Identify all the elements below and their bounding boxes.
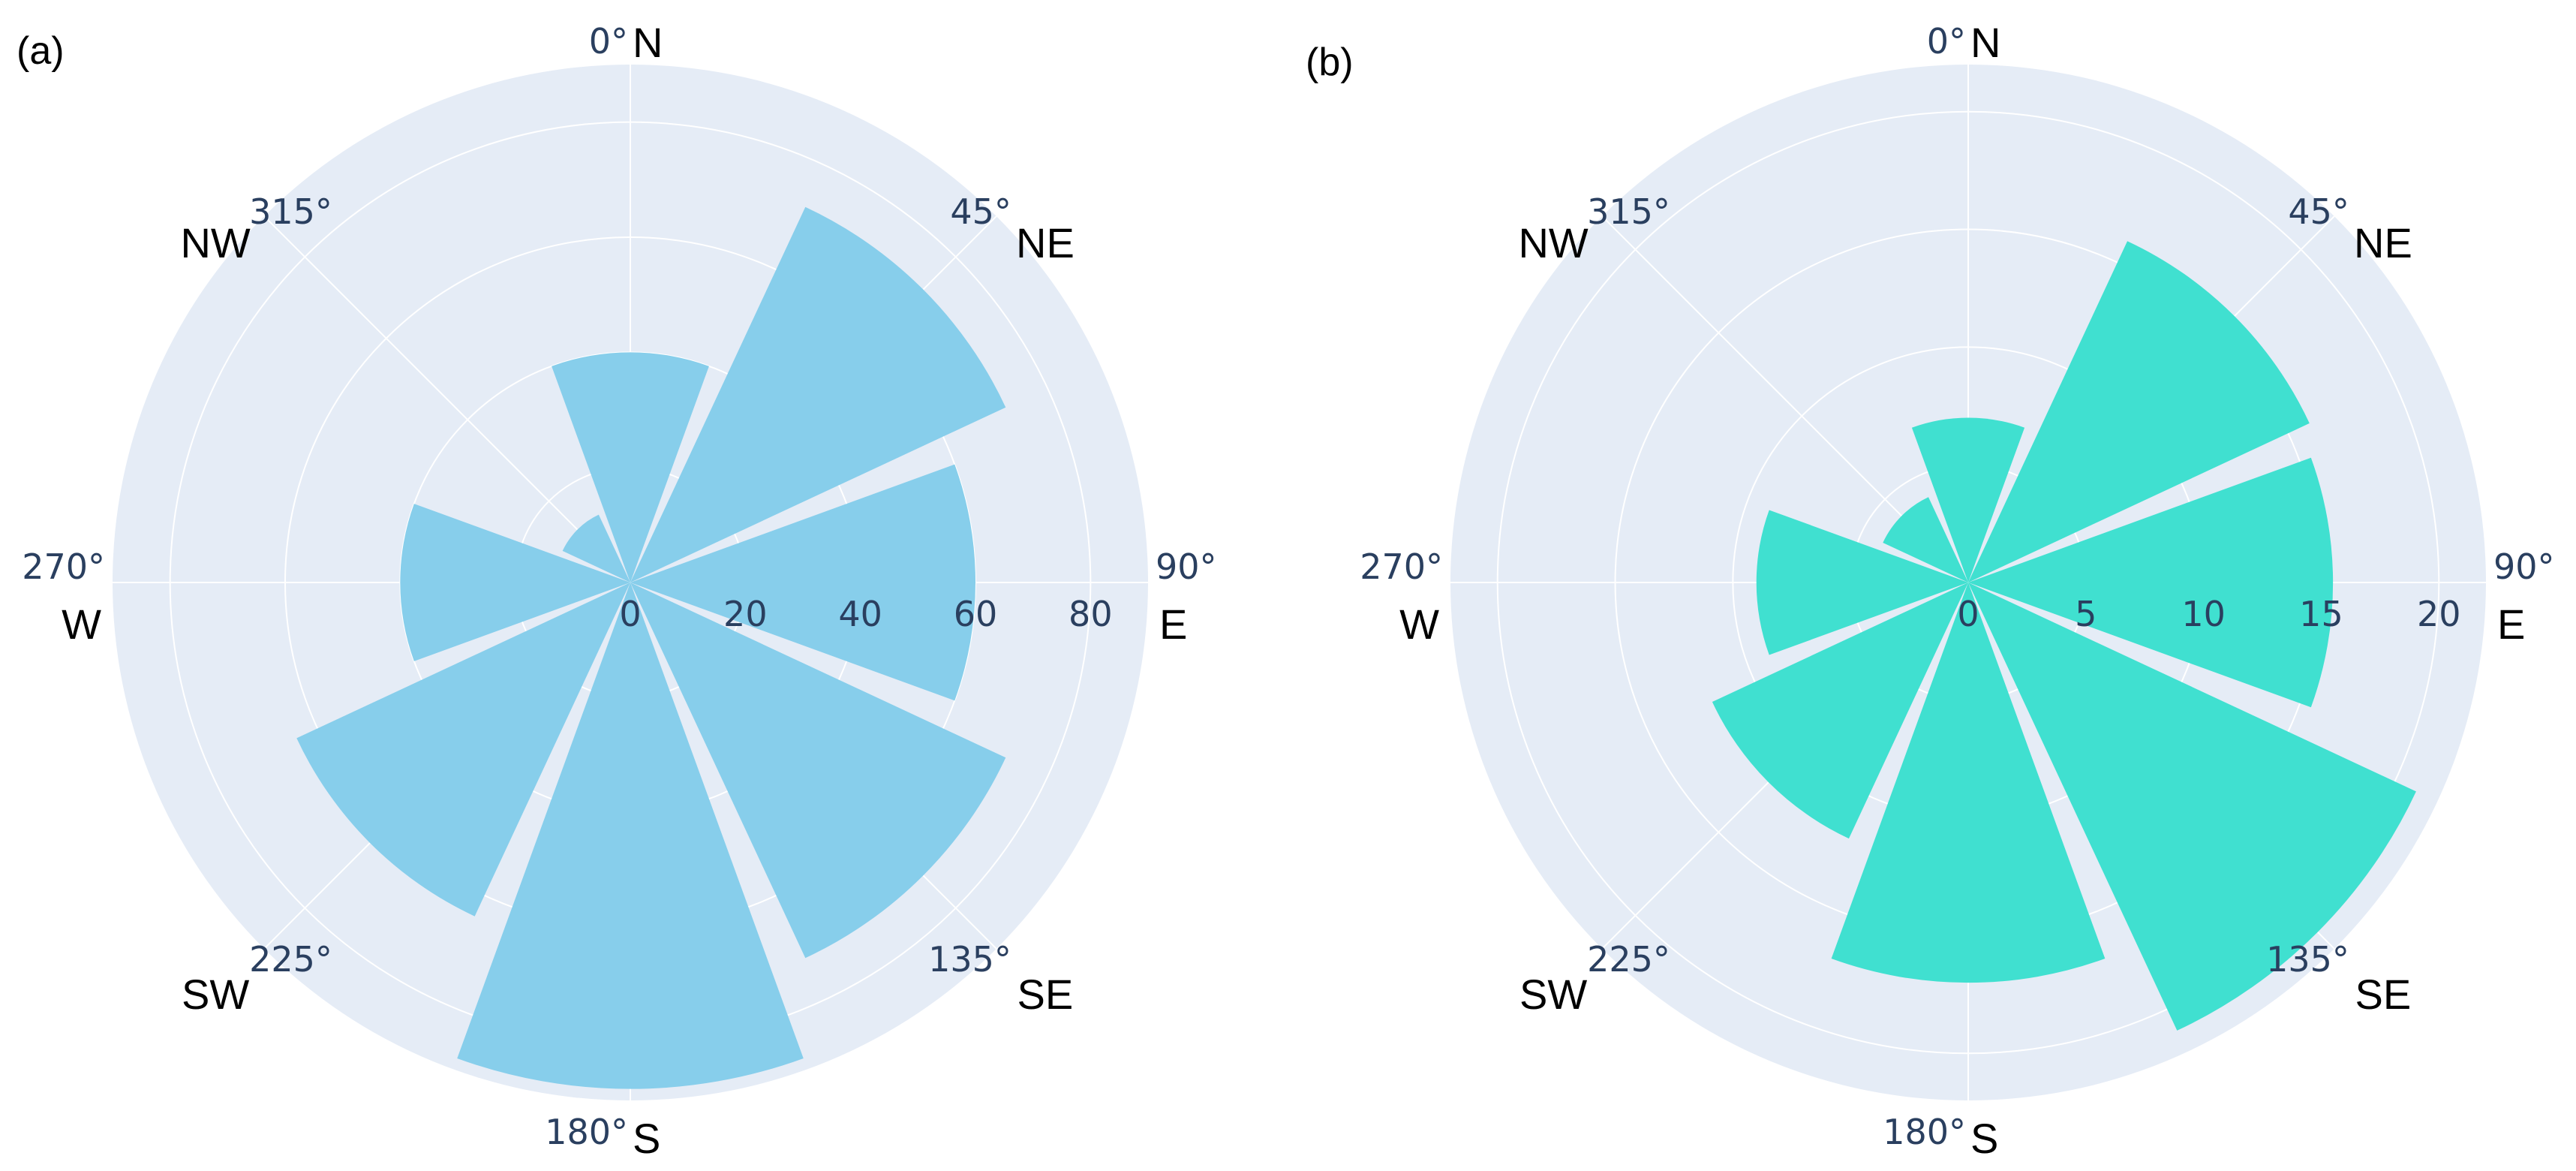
bar-n — [552, 352, 709, 582]
angular-tick-label: 135° — [2266, 939, 2349, 980]
direction-label-e: E — [1159, 601, 1187, 648]
direction-label-e: E — [2497, 601, 2525, 648]
bar-nw — [1883, 497, 1968, 582]
panel-label: (b) — [1306, 41, 1354, 84]
bar-e — [630, 464, 975, 701]
bar-w — [400, 504, 630, 661]
direction-label-nw: NW — [180, 219, 250, 266]
bar-sw — [296, 582, 630, 917]
direction-label-ne: NE — [1016, 219, 1075, 266]
direction-label-n: N — [1970, 19, 2000, 66]
angular-tick-label: 90° — [1156, 546, 1217, 587]
direction-label-s: S — [1970, 1115, 1998, 1162]
direction-label-w: W — [1399, 601, 1439, 648]
angular-tick-label: 135° — [928, 939, 1011, 980]
direction-label-sw: SW — [182, 971, 249, 1018]
bar-se — [630, 582, 1006, 959]
bar-ne — [1968, 241, 2310, 582]
direction-label-ne: NE — [2354, 219, 2412, 266]
radial-tick-label: 15 — [2299, 594, 2343, 634]
radial-tick-label: 5 — [2075, 594, 2097, 634]
radial-tick-label: 0 — [1957, 594, 1979, 634]
radial-tick-label: 0 — [619, 594, 641, 634]
bar-s — [457, 582, 804, 1089]
angular-gridline — [263, 215, 631, 583]
panel-label: (a) — [17, 29, 65, 73]
direction-label-nw: NW — [1518, 219, 1588, 266]
radial-tick-label: 20 — [2417, 594, 2461, 634]
angular-tick-label: 315° — [1587, 191, 1670, 232]
bar-w — [1756, 510, 1968, 655]
angular-tick-label: 225° — [1587, 939, 1670, 980]
bar-s — [1831, 582, 2106, 983]
bar-ne — [630, 206, 1006, 582]
angular-tick-label: 45° — [2288, 191, 2349, 232]
direction-label-w: W — [62, 601, 101, 648]
radial-tick-label: 40 — [838, 594, 882, 634]
direction-label-se: SE — [1017, 971, 1074, 1018]
bar-se — [1968, 582, 2416, 1031]
polar-panel-1: 0 20 40 60 80 0° N 45°NE 90° E 135°SE 180° S 225°SW 27… — [17, 19, 1217, 1162]
direction-label-s: S — [633, 1115, 660, 1162]
radial-tick-label: 60 — [954, 594, 998, 634]
radial-tick-label: 20 — [723, 594, 768, 634]
angular-tick-label: 225° — [249, 939, 332, 980]
angular-tick-label: 315° — [249, 191, 332, 232]
bar-sw — [1712, 582, 1968, 839]
direction-label-se: SE — [2355, 971, 2412, 1018]
angular-tick-label: 0° — [589, 21, 628, 62]
angular-tick-label: 270° — [1360, 546, 1443, 587]
angular-tick-label: 0° — [1927, 21, 1966, 62]
direction-label-sw: SW — [1519, 971, 1587, 1018]
bar-n — [1911, 417, 2025, 582]
angular-tick-label: 270° — [22, 546, 105, 587]
angular-tick-label: 180° — [1883, 1112, 1966, 1152]
direction-label-n: N — [633, 19, 663, 66]
radial-tick-label: 10 — [2181, 594, 2226, 634]
bar-nw — [562, 514, 630, 582]
angular-tick-label: 45° — [950, 191, 1011, 232]
angular-tick-label: 180° — [545, 1112, 628, 1152]
polar-panel-2: 0 5 10 15 20 0° N 45°NE 90° E 135°SE 180° S 225°SW 270… — [1306, 19, 2555, 1162]
angular-tick-label: 90° — [2493, 546, 2555, 587]
bar-e — [1968, 457, 2334, 708]
radial-tick-label: 80 — [1069, 594, 1113, 634]
